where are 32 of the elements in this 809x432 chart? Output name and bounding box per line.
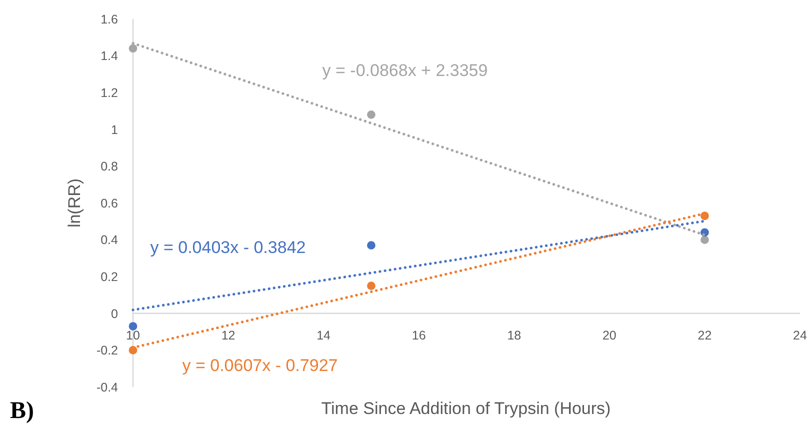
y-tick-label: 1.6 (100, 12, 118, 26)
point (700, 236, 709, 244)
x-tick-label: 20 (602, 328, 616, 342)
y-tick-label: 1.2 (100, 86, 118, 100)
point (128, 44, 138, 53)
y-tick-label: 0.4 (100, 233, 118, 248)
y-tick-label: 1 (111, 122, 118, 137)
text: B) (10, 398, 34, 424)
annotation: y = -0.0868x + 2.3359 (322, 60, 488, 80)
point (367, 110, 376, 119)
x-tick-label: 10 (126, 328, 140, 342)
x-tick-label: 24 (793, 328, 807, 342)
point (367, 241, 376, 250)
y-axis-title: ln(RR) (65, 178, 84, 228)
y-tick-label: 1.4 (100, 49, 118, 64)
annotation: y = 0.0607x - 0.7927 (182, 356, 338, 375)
x-tick-label: 18 (507, 328, 522, 342)
point (367, 282, 376, 290)
point (128, 346, 138, 354)
y-tick-label: 0.8 (100, 160, 118, 174)
x-axis-title: Time Since Addition of Trypsin (Hours) (321, 399, 611, 418)
x-tick-label: 12 (221, 328, 236, 342)
y-tick-label: 0.6 (100, 196, 118, 210)
point (128, 322, 138, 330)
x-tick-label: 16 (412, 328, 426, 342)
annotation: y = 0.0403x - 0.3842 (150, 238, 306, 257)
y-tick-label: 0 (111, 306, 118, 321)
y-tick-label: 0.2 (100, 270, 118, 284)
y-tick-label: -0.2 (96, 344, 118, 358)
x-tick-label: 14 (316, 328, 331, 342)
x-tick-label: 22 (698, 328, 712, 342)
y-tick-label: -0.4 (96, 380, 118, 394)
